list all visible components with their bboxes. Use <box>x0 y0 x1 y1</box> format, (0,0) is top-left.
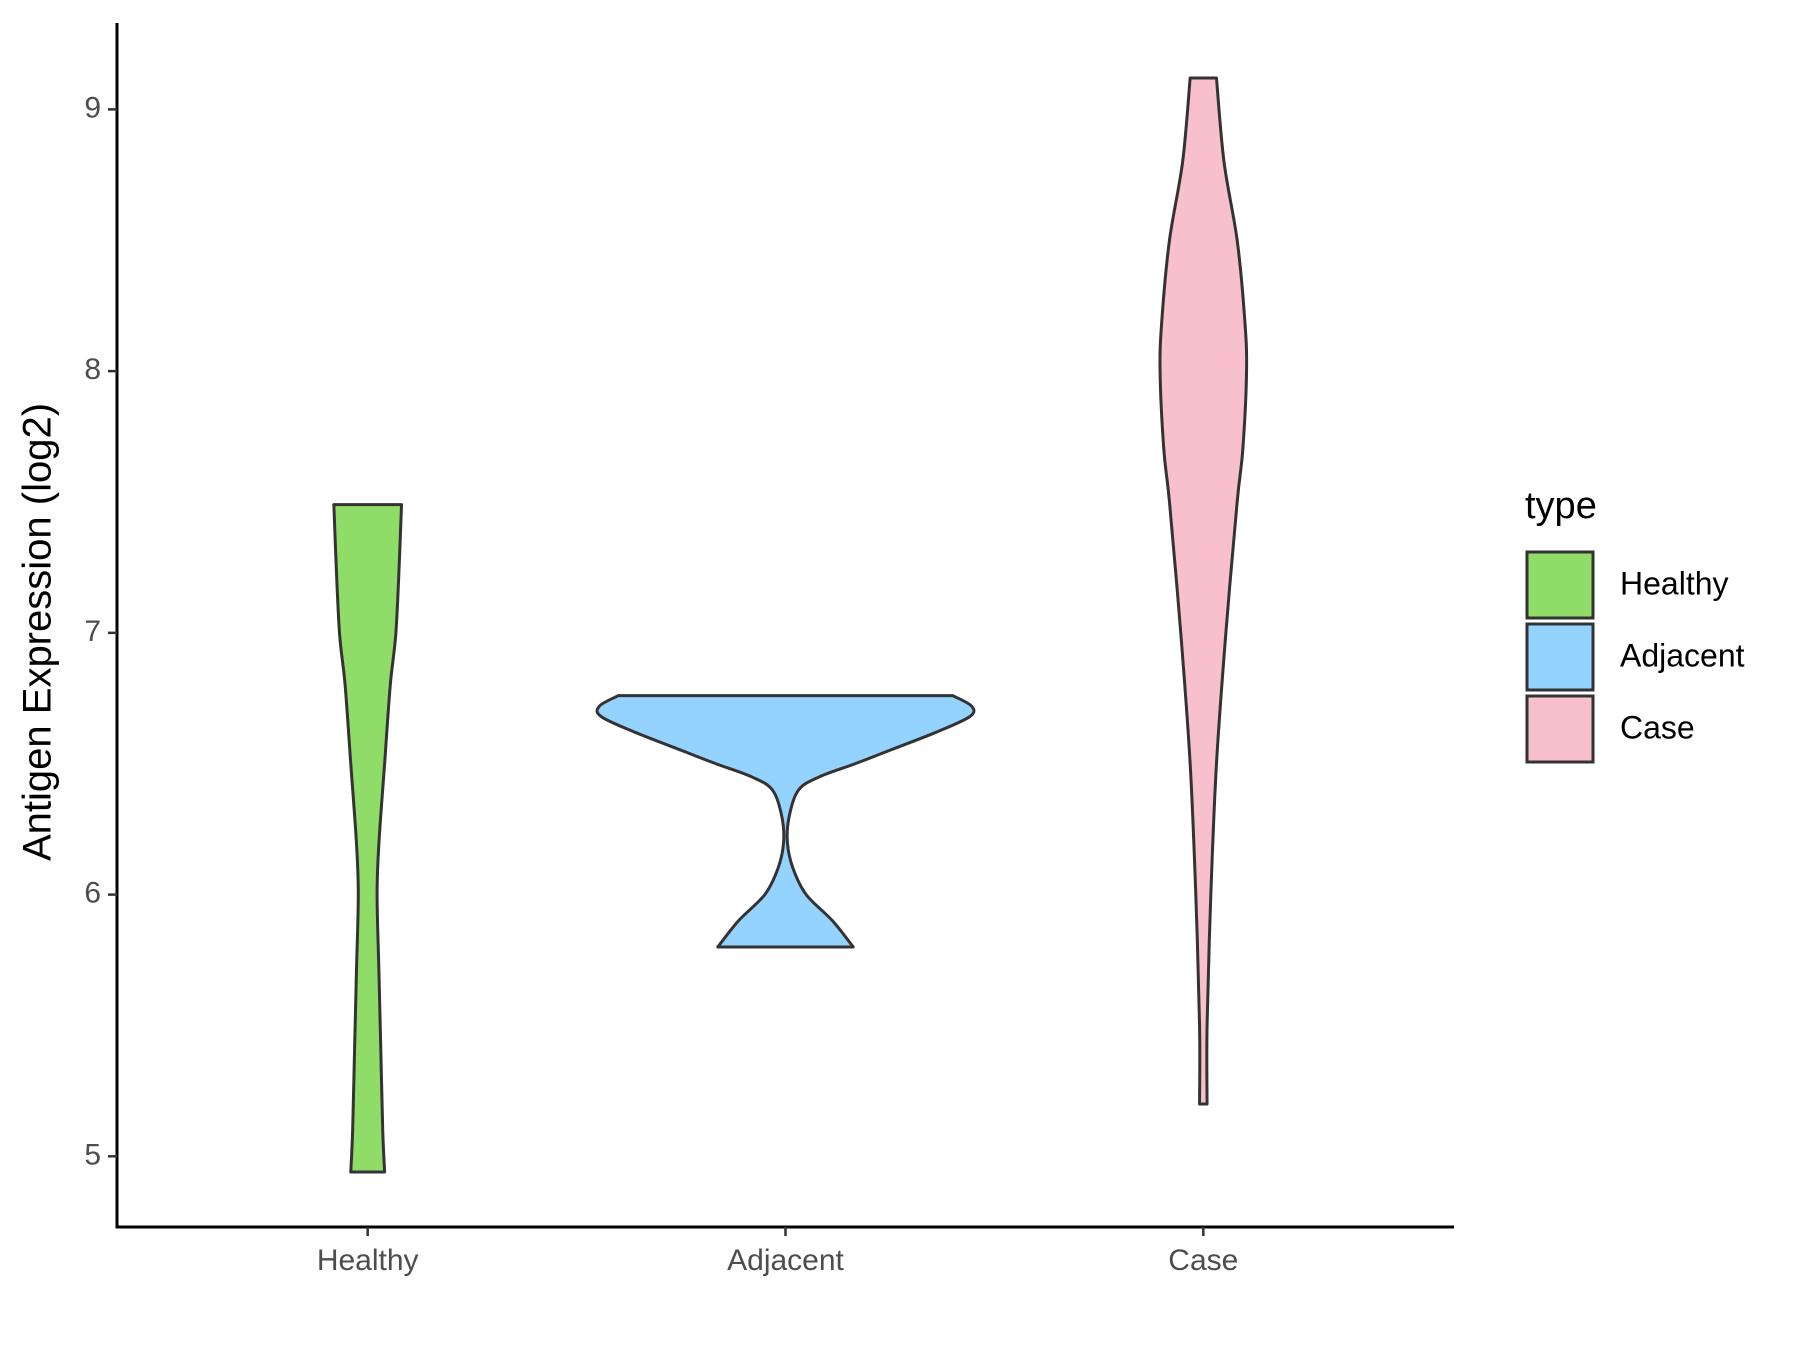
violin-fill <box>597 695 974 947</box>
legend-label: Healthy <box>1620 565 1729 601</box>
violin-outline-right <box>1205 77 1249 1104</box>
violin-fill <box>1159 77 1247 1104</box>
legend-key <box>1525 694 1595 764</box>
legend-key <box>1525 550 1595 620</box>
y-tick-label: 7 <box>84 615 101 648</box>
y-tick-label: 9 <box>84 91 101 124</box>
violin-outline-left <box>332 504 360 1173</box>
x-tick-label: Case <box>1168 1244 1238 1277</box>
x-tick-label: Adjacent <box>727 1244 844 1277</box>
y-axis-title: Antigen Expression (log2) <box>16 403 60 861</box>
y-tick-label: 6 <box>84 877 101 910</box>
legend-key <box>1525 622 1595 692</box>
legend-label: Case <box>1620 709 1695 745</box>
violin-outline-left <box>1158 77 1202 1104</box>
violin-fill <box>333 504 402 1173</box>
violin-outline-right <box>375 504 404 1173</box>
legend-label: Adjacent <box>1620 637 1745 673</box>
violin-outline-left <box>595 694 786 948</box>
violin-outline-right <box>785 694 976 948</box>
legend-title: type <box>1525 485 1597 527</box>
y-tick-label: 8 <box>84 353 101 386</box>
x-tick-label: Healthy <box>317 1244 419 1277</box>
y-tick-label: 5 <box>84 1138 101 1171</box>
